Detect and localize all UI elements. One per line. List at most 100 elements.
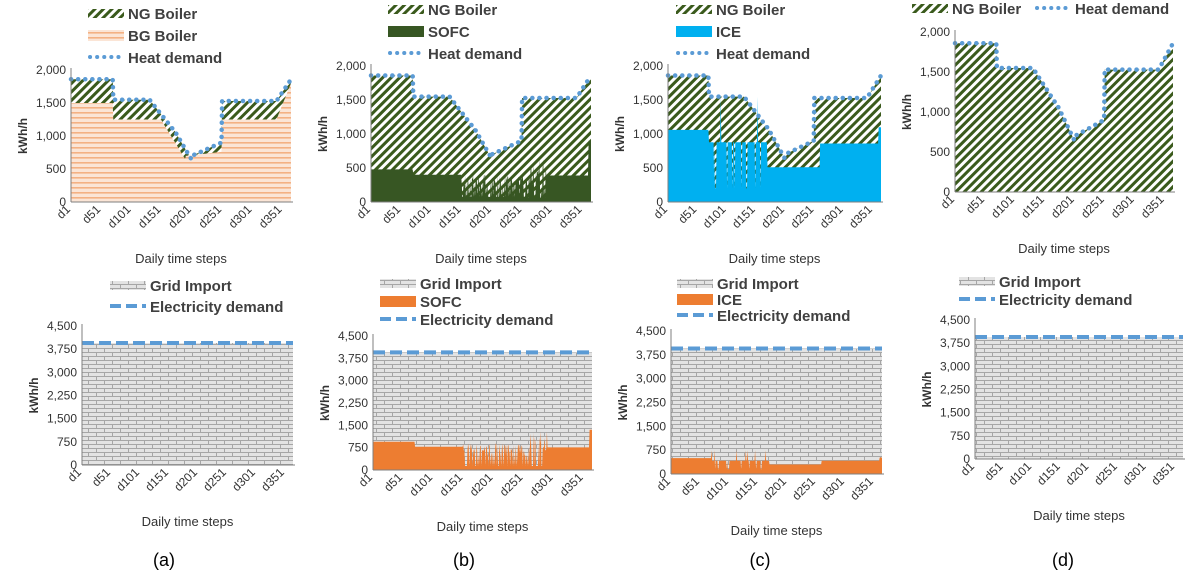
x-tick-label: d251 — [789, 474, 818, 503]
y-tick-label: 2,000 — [36, 63, 66, 77]
legend-c-heat: NG Boiler ICE Heat demand — [676, 2, 810, 63]
y-tick-label: 4,500 — [47, 319, 77, 333]
legend-item-heat-demand: Heat demand — [1035, 1, 1169, 18]
grid-import-area — [975, 337, 1183, 459]
y-tick-label: 4,500 — [940, 313, 970, 327]
x-tick-label: d101 — [988, 192, 1017, 221]
legend-swatch-sofc — [388, 26, 424, 37]
legend-swatch-grid — [380, 279, 416, 288]
x-axis-title: Daily time steps — [142, 514, 234, 529]
grid-import-area — [373, 352, 592, 470]
x-tick-label: d51 — [678, 474, 702, 498]
legend-label: Grid Import — [150, 278, 232, 295]
ice-area — [668, 96, 881, 202]
panel-label-c: (c) — [750, 550, 771, 570]
legend-swatch-generator — [677, 294, 713, 305]
sofc-area — [371, 140, 591, 202]
y-tick-label: 4,500 — [636, 324, 666, 338]
legend-label: Grid Import — [717, 276, 799, 293]
x-tick-label: d351 — [846, 202, 875, 231]
y-tick-label: 3,000 — [636, 372, 666, 386]
y-tick-label: 500 — [46, 162, 66, 176]
legend-item-grid-import: Grid Import — [110, 278, 232, 295]
panel-label-a: (a) — [153, 550, 175, 570]
y-tick-label: 0 — [943, 185, 950, 199]
x-tick-label: d1 — [958, 459, 978, 479]
x-tick-label: d301 — [229, 465, 258, 494]
x-tick-label: d251 — [1091, 459, 1120, 488]
y-tick-label: 1,000 — [920, 105, 950, 119]
bg-boiler-area — [71, 83, 291, 202]
y-tick-label: 1,500 — [636, 419, 666, 433]
chart-a-heat: NG Boiler BG Boiler Heat demand 0 500 1,000 1,… — [16, 6, 294, 266]
legend-label: ICE — [716, 24, 741, 41]
legend-item-ice: ICE — [677, 292, 742, 309]
x-tick-label: d251 — [200, 465, 229, 494]
legend-d-heat: NG Boiler Heat demand — [912, 1, 1169, 18]
y-tick-label: 3,750 — [940, 336, 970, 350]
x-tick-label: d351 — [847, 474, 876, 503]
legend-swatch-generator — [380, 296, 416, 307]
x-tick-label: d351 — [1138, 192, 1167, 221]
x-tick-label: d201 — [758, 202, 787, 231]
x-tick-label: d101 — [702, 474, 731, 503]
legend-label: Grid Import — [420, 276, 502, 293]
x-tick-label: d201 — [465, 202, 494, 231]
y-tick-label: 1,500 — [920, 65, 950, 79]
y-tick-label: 500 — [643, 161, 663, 175]
y-tick-label: 500 — [930, 145, 950, 159]
legend-label: Electricity demand — [420, 312, 553, 329]
x-tick-label: d1 — [356, 470, 376, 490]
legend-swatch-ng — [912, 4, 948, 13]
y-axis-title: kWh/h — [318, 385, 332, 421]
x-tick-label: d151 — [731, 474, 760, 503]
x-tick-label: d101 — [407, 470, 436, 499]
y-tick-label: 1,000 — [36, 129, 66, 143]
x-tick-label: d1 — [938, 192, 958, 212]
legend-item-ng-boiler: NG Boiler — [388, 2, 497, 19]
y-tick-label: 500 — [346, 161, 366, 175]
panel-label-b: (b) — [453, 550, 475, 570]
x-tick-label: d101 — [113, 465, 142, 494]
y-tick-label: 2,000 — [920, 25, 950, 39]
legend-label: Heat demand — [1075, 1, 1169, 18]
x-axis-title: Daily time steps — [731, 523, 823, 538]
legend-item-ice: ICE — [676, 24, 741, 41]
y-axis-title: kWh/h — [613, 116, 627, 152]
x-tick-label: d51 — [79, 202, 103, 226]
y-tick-label: 3,000 — [338, 374, 368, 388]
y-tick-label: 3,000 — [940, 359, 970, 373]
legend-label: Electricity demand — [717, 308, 850, 325]
x-tick-label: d301 — [1120, 459, 1149, 488]
x-tick-label: d101 — [700, 202, 729, 231]
heat-demand-line — [665, 73, 884, 166]
legend-item-heat-demand: Heat demand — [676, 46, 810, 63]
legend-swatch-grid — [677, 279, 713, 288]
grid-import-area — [82, 343, 293, 465]
legend-item-electricity-demand: Electricity demand — [677, 308, 850, 325]
x-tick-label: d151 — [1018, 192, 1047, 221]
y-tick-label: 1,500 — [633, 93, 663, 107]
legend-a-elec: Grid Import Electricity demand — [110, 278, 283, 316]
x-tick-label: d301 — [1108, 192, 1137, 221]
legend-swatch-grid — [110, 281, 146, 290]
y-tick-label: 750 — [348, 441, 368, 455]
legend-label: ICE — [717, 292, 742, 309]
legend-item-electricity-demand: Electricity demand — [959, 292, 1132, 309]
legend-swatch-ng — [676, 5, 712, 14]
legend-item-heat-demand: Heat demand — [88, 50, 222, 67]
legend-item-bg-boiler: BG Boiler — [88, 28, 197, 45]
x-tick-label: d301 — [527, 470, 556, 499]
y-tick-label: 4,500 — [338, 329, 368, 343]
legend-item-grid-import: Grid Import — [380, 276, 502, 293]
x-tick-label: d1 — [354, 202, 374, 222]
x-tick-label: d51 — [982, 459, 1006, 483]
chart-a-elec: Grid Import Electricity demand 0 750 1,500 2,… — [27, 278, 295, 529]
x-axis-title: Daily time steps — [435, 251, 527, 266]
y-tick-label: 750 — [646, 443, 666, 457]
grid-import-area — [671, 348, 882, 474]
